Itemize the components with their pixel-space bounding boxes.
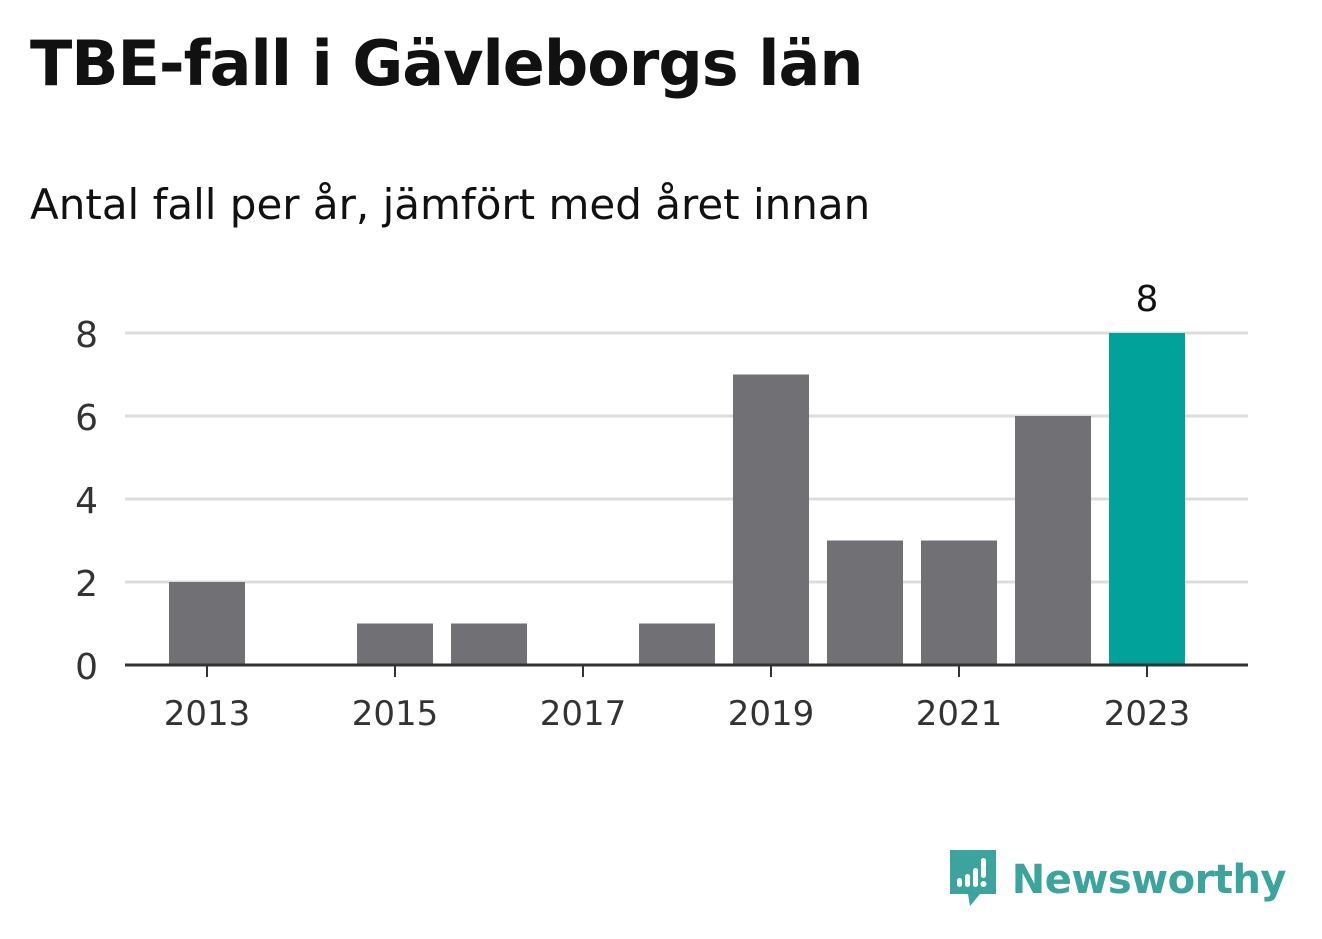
chart-title: TBE-fall i Gävleborgs län — [30, 27, 863, 100]
bar-2013 — [169, 582, 245, 665]
bar-2023 — [1109, 333, 1185, 665]
x-tick-label: 2019 — [728, 694, 815, 734]
x-tick-label: 2017 — [540, 694, 627, 734]
x-tick-label: 2023 — [1104, 694, 1191, 734]
bar-2019 — [733, 374, 809, 665]
bar-2021 — [921, 540, 997, 665]
bar-2016 — [451, 623, 527, 665]
y-tick-label: 2 — [75, 564, 98, 605]
x-tick-label: 2015 — [352, 694, 439, 734]
x-tick-label: 2013 — [164, 694, 251, 734]
bar-chart-speech-bubble-icon — [948, 848, 998, 912]
y-tick-label: 4 — [75, 481, 98, 522]
y-tick-label: 6 — [75, 398, 98, 439]
data-label: 8 — [1136, 279, 1159, 320]
bar-2022 — [1015, 416, 1091, 665]
bar-2015 — [357, 623, 433, 665]
newsworthy-branding: Newsworthy — [948, 848, 1287, 912]
bar-2020 — [827, 540, 903, 665]
x-tick-label: 2021 — [916, 694, 1003, 734]
chart-subtitle: Antal fall per år, jämfört med året inna… — [30, 180, 871, 229]
bar-2018 — [639, 623, 715, 665]
y-tick-label: 8 — [75, 315, 98, 356]
y-tick-label: 0 — [75, 647, 98, 688]
bar-chart: 0 2 4 6 8 2013 2015 2017 2019 2021 2023 8 — [75, 279, 1248, 734]
brand-name: Newsworthy — [1011, 857, 1287, 903]
